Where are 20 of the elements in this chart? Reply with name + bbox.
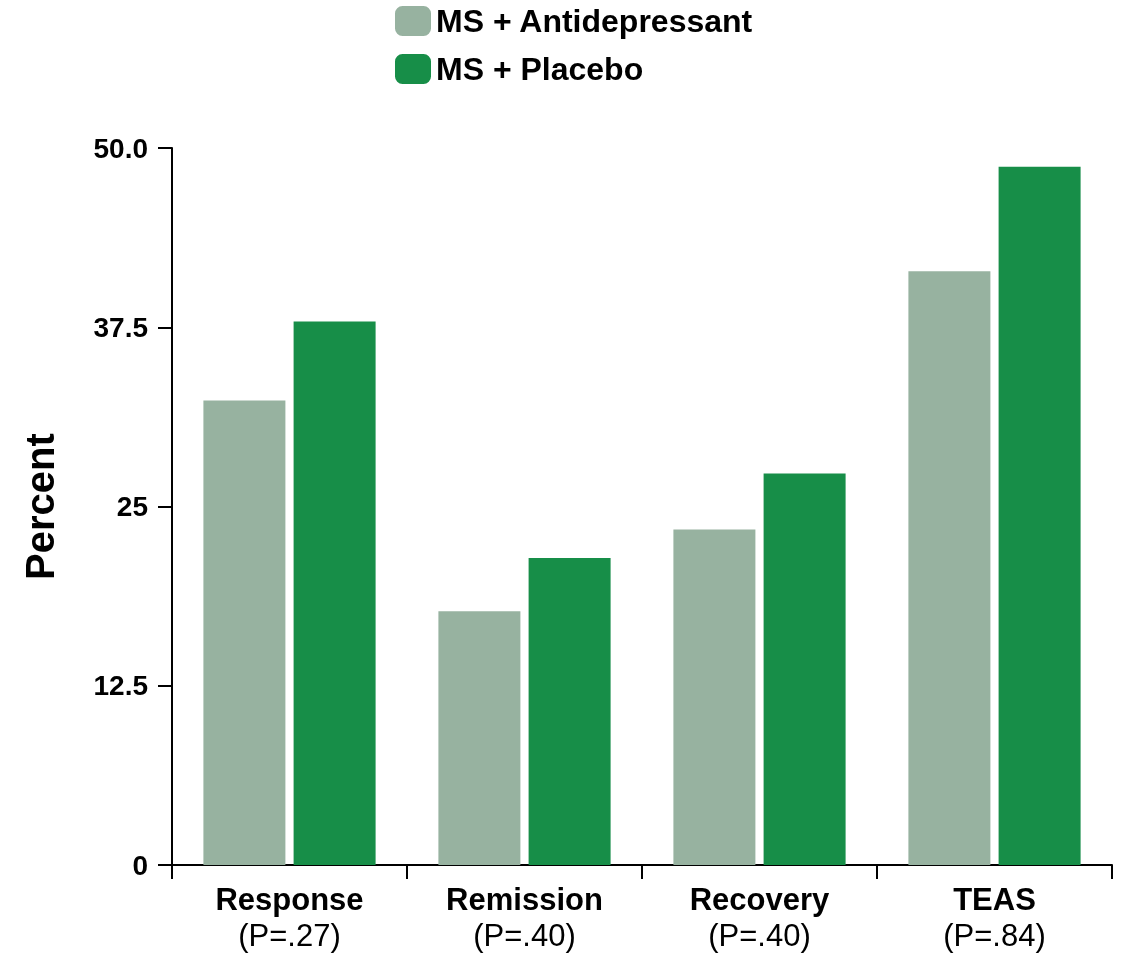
legend-label: MS + Antidepressant — [436, 3, 753, 39]
legend-label: MS + Placebo — [436, 51, 644, 87]
y-tick-label: 0 — [132, 849, 148, 881]
y-tick-label: 12.5 — [93, 670, 148, 702]
bar — [908, 271, 991, 865]
bar — [763, 473, 846, 865]
y-tick-label: 37.5 — [93, 311, 148, 343]
y-tick-label: 25 — [116, 491, 148, 522]
y-tick-label: 50.0 — [93, 132, 148, 164]
x-tick-label: Response (P=.27) — [215, 881, 364, 953]
x-tick-label: Recovery (P=.40) — [689, 881, 831, 953]
x-tick-label: Remission (P=.40) — [446, 881, 603, 953]
bar — [203, 400, 286, 865]
bar — [293, 321, 376, 865]
bar — [528, 558, 611, 865]
bar — [998, 166, 1081, 865]
y-axis-title: Percent — [18, 433, 62, 580]
bar — [673, 529, 756, 865]
x-tick-label: TEAS (P=.84) — [943, 881, 1046, 953]
bar — [438, 611, 521, 865]
